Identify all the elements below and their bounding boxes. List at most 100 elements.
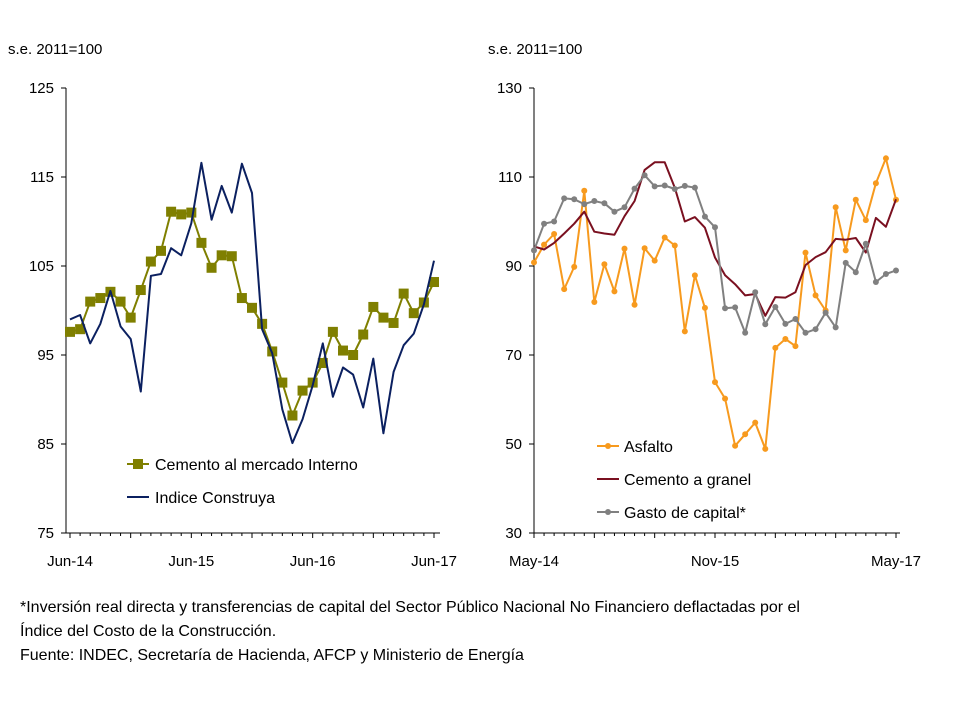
data-point-cemento-al-mercado-interno bbox=[196, 237, 207, 248]
right-x-tick-label: Nov-15 bbox=[691, 553, 739, 570]
right-y-tick-label: 130 bbox=[497, 80, 522, 97]
data-point-asfalto bbox=[882, 155, 889, 162]
data-point-gasto-de-capital bbox=[893, 267, 899, 274]
data-point-gasto-de-capital bbox=[651, 183, 658, 190]
data-point-asfalto bbox=[862, 217, 869, 224]
data-point-gasto-de-capital bbox=[822, 309, 829, 316]
left-x-tick-label: Jun-16 bbox=[290, 553, 336, 570]
right-x-ticks: May-14 Nov-15 May-17 bbox=[509, 533, 921, 570]
data-point-gasto-de-capital bbox=[641, 172, 648, 179]
data-point-gasto-de-capital bbox=[661, 182, 668, 189]
data-point-cemento-al-mercado-interno bbox=[186, 207, 197, 218]
data-point-cemento-al-mercado-interno bbox=[145, 256, 156, 267]
data-point-cemento-al-mercado-interno bbox=[65, 326, 75, 337]
right-x-tick-label: May-14 bbox=[509, 553, 559, 570]
left-x-tick-label: Jun-17 bbox=[411, 553, 457, 570]
legend-label-construya: Indice Construya bbox=[155, 490, 275, 507]
data-point-cemento-al-mercado-interno bbox=[429, 277, 439, 288]
left-legend: Cemento al mercado Interno Indice Constr… bbox=[127, 457, 358, 507]
data-point-asfalto bbox=[661, 234, 668, 241]
legend-label-cemento-interno: Cemento al mercado Interno bbox=[155, 457, 358, 474]
data-point-asfalto bbox=[812, 292, 819, 299]
data-point-cemento-al-mercado-interno bbox=[317, 358, 328, 369]
data-point-gasto-de-capital bbox=[701, 213, 708, 220]
data-point-gasto-de-capital bbox=[802, 329, 809, 336]
right-x-tick-label: May-17 bbox=[871, 553, 921, 570]
legend-marker-cemento-interno bbox=[133, 459, 143, 469]
data-point-cemento-al-mercado-interno bbox=[206, 262, 217, 273]
data-point-asfalto bbox=[681, 328, 688, 335]
series-line-cemento-a-granel bbox=[533, 161, 897, 317]
data-point-cemento-al-mercado-interno bbox=[358, 329, 369, 340]
data-point-gasto-de-capital bbox=[862, 240, 869, 247]
data-point-asfalto bbox=[551, 230, 558, 237]
data-point-gasto-de-capital bbox=[842, 259, 849, 266]
data-point-cemento-al-mercado-interno bbox=[348, 350, 359, 360]
right-series-group bbox=[531, 155, 899, 452]
data-point-cemento-al-mercado-interno bbox=[85, 296, 96, 307]
right-y-tick-label: 30 bbox=[505, 525, 522, 542]
data-point-asfalto bbox=[611, 288, 618, 295]
right-y-tick-label: 50 bbox=[505, 436, 522, 453]
data-point-asfalto bbox=[571, 263, 578, 270]
data-point-gasto-de-capital bbox=[882, 271, 889, 278]
data-point-gasto-de-capital bbox=[792, 315, 799, 322]
footnote-source: Fuente: INDEC, Secretaría de Hacienda, A… bbox=[20, 647, 524, 664]
data-point-asfalto bbox=[802, 249, 809, 256]
left-y-ticks: 75 85 95 105 115 125 bbox=[29, 80, 66, 542]
data-point-asfalto bbox=[631, 301, 638, 308]
data-point-cemento-al-mercado-interno bbox=[236, 293, 247, 304]
footnote-line-2: Índice del Costo de la Construcción. bbox=[20, 623, 277, 640]
data-point-cemento-al-mercado-interno bbox=[287, 410, 298, 421]
left-y-tick-label: 75 bbox=[37, 525, 54, 542]
data-point-asfalto bbox=[782, 335, 789, 342]
data-point-gasto-de-capital bbox=[782, 320, 789, 327]
data-point-cemento-al-mercado-interno bbox=[156, 245, 166, 256]
data-point-asfalto bbox=[581, 187, 588, 194]
data-point-asfalto bbox=[701, 304, 708, 311]
footnote-line-1: *Inversión real directa y transferencias… bbox=[20, 599, 800, 616]
data-point-asfalto bbox=[651, 257, 658, 264]
data-point-cemento-al-mercado-interno bbox=[115, 296, 126, 307]
data-point-gasto-de-capital bbox=[581, 201, 588, 208]
legend-label-asfalto: Asfalto bbox=[624, 439, 673, 456]
data-point-asfalto bbox=[641, 245, 648, 252]
data-point-asfalto bbox=[621, 245, 628, 252]
data-point-asfalto bbox=[722, 395, 729, 402]
data-point-asfalto bbox=[792, 343, 799, 350]
data-point-cemento-al-mercado-interno bbox=[135, 285, 146, 296]
data-point-cemento-al-mercado-interno bbox=[226, 251, 237, 262]
data-point-asfalto bbox=[832, 204, 839, 211]
data-point-gasto-de-capital bbox=[631, 185, 638, 192]
data-point-gasto-de-capital bbox=[601, 200, 608, 207]
data-point-asfalto bbox=[691, 272, 698, 279]
data-point-asfalto bbox=[872, 180, 879, 187]
legend-label-cemento-granel: Cemento a granel bbox=[624, 472, 751, 489]
data-point-gasto-de-capital bbox=[611, 208, 618, 215]
data-point-gasto-de-capital bbox=[691, 184, 698, 191]
data-point-gasto-de-capital bbox=[832, 324, 839, 331]
data-point-cemento-al-mercado-interno bbox=[368, 301, 379, 312]
data-point-gasto-de-capital bbox=[681, 182, 688, 189]
left-series-group bbox=[65, 161, 439, 445]
series-line-indice-construya bbox=[69, 161, 435, 445]
data-point-asfalto bbox=[852, 196, 859, 203]
data-point-cemento-al-mercado-interno bbox=[338, 345, 348, 356]
data-point-cemento-al-mercado-interno bbox=[378, 312, 389, 323]
data-point-asfalto bbox=[541, 241, 548, 248]
data-point-gasto-de-capital bbox=[852, 269, 859, 276]
data-point-cemento-al-mercado-interno bbox=[297, 385, 308, 396]
data-point-gasto-de-capital bbox=[752, 289, 759, 296]
data-point-cemento-al-mercado-interno bbox=[408, 308, 419, 319]
right-unit-label: s.e. 2011=100 bbox=[488, 41, 582, 58]
data-point-cemento-al-mercado-interno bbox=[125, 312, 136, 323]
data-point-gasto-de-capital bbox=[671, 186, 678, 193]
data-point-asfalto bbox=[752, 419, 759, 426]
left-y-tick-label: 125 bbox=[29, 80, 54, 97]
left-y-tick-label: 85 bbox=[37, 436, 54, 453]
series-line-gasto-de-capital bbox=[533, 174, 897, 334]
data-point-asfalto bbox=[712, 379, 718, 386]
data-point-asfalto bbox=[732, 442, 739, 449]
data-point-cemento-al-mercado-interno bbox=[75, 324, 86, 335]
data-point-cemento-al-mercado-interno bbox=[277, 377, 288, 388]
